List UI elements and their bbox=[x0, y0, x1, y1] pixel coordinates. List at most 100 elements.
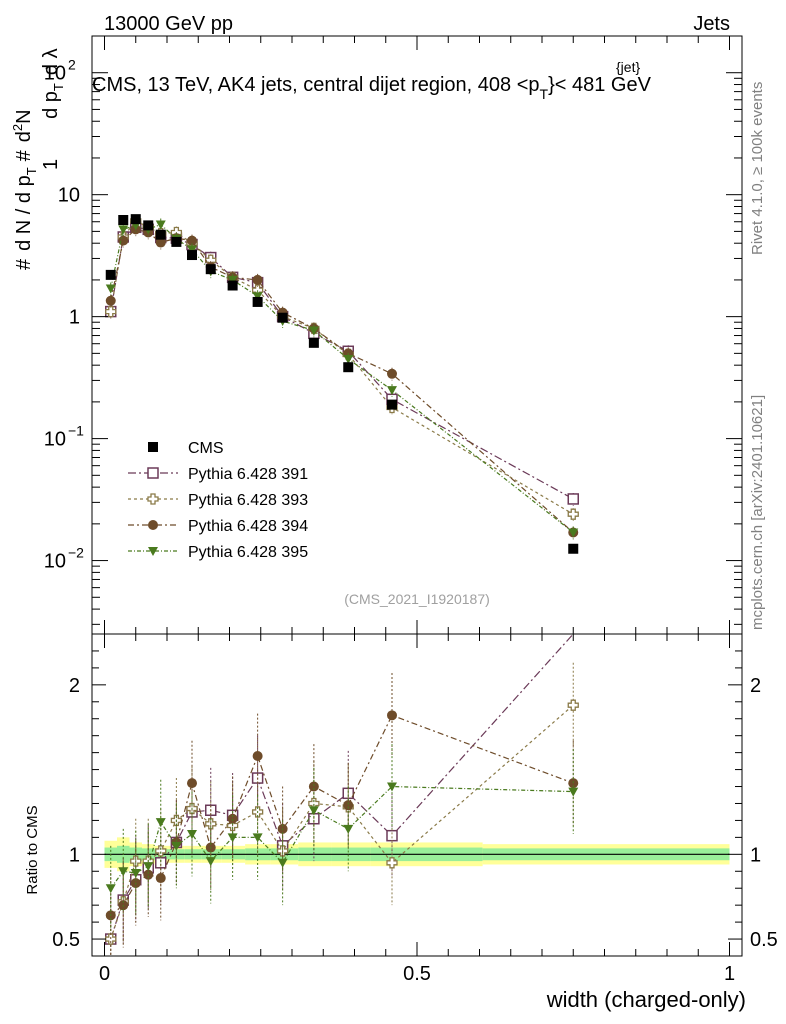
data-point-pythia-6-428-391 bbox=[567, 493, 579, 505]
ratio-point-pythia-6-428-395 bbox=[105, 884, 116, 894]
data-point-pythia-6-428-394 bbox=[105, 295, 116, 306]
data-point-cms bbox=[205, 264, 216, 275]
ratio-point-pythia-6-428-394 bbox=[387, 710, 397, 721]
data-point-cms bbox=[252, 296, 263, 307]
ratio-y-tick-label: 0.5 bbox=[52, 929, 80, 951]
data-point-pythia-6-428-394 bbox=[187, 235, 197, 246]
data-point-pythia-6-428-395 bbox=[308, 326, 319, 336]
header-right: Jets bbox=[693, 13, 730, 35]
ratio-point-pythia-6-428-395 bbox=[387, 782, 397, 792]
data-point-cms bbox=[171, 236, 182, 247]
chart-title-end: }< 481 GeV bbox=[548, 74, 652, 96]
data-point-pythia-6-428-395 bbox=[155, 220, 166, 230]
y-tick-label: 10 bbox=[58, 185, 80, 207]
ratio-point-pythia-6-428-395 bbox=[227, 833, 238, 843]
ratio-line-pythia-6-428-391 bbox=[110, 633, 574, 940]
data-point-pythia-6-428-395 bbox=[387, 386, 397, 396]
ratio-point-pythia-6-428-394 bbox=[143, 869, 154, 880]
ratio-y-tick-label: 2 bbox=[69, 675, 80, 697]
ratio-point-pythia-6-428-395 bbox=[568, 787, 579, 797]
ratio-point-pythia-6-428-395 bbox=[155, 818, 166, 828]
data-point-cms bbox=[568, 543, 579, 554]
data-point-pythia-6-428-395 bbox=[227, 275, 238, 285]
data-point-cms bbox=[343, 362, 354, 373]
main-line-pythia-6-428-394 bbox=[110, 228, 574, 533]
ratio-point-pythia-6-428-393 bbox=[155, 845, 167, 857]
x-tick-label: 1 bbox=[724, 963, 735, 985]
legend-label-pythia-6-428-395: Pythia 6.428 395 bbox=[188, 544, 308, 561]
ratio-y-tick-label: 1 bbox=[69, 844, 80, 866]
data-point-pythia-6-428-395 bbox=[568, 528, 579, 538]
y-tick-label: 1 bbox=[69, 307, 80, 329]
ratio-panel-series bbox=[105, 633, 579, 956]
ratio-point-pythia-6-428-395 bbox=[343, 824, 354, 834]
legend-label-cms: CMS bbox=[188, 440, 224, 457]
header-left: 13000 GeV pp bbox=[104, 13, 233, 35]
data-point-cms bbox=[105, 269, 116, 280]
ratio-point-pythia-6-428-395 bbox=[252, 833, 263, 843]
data-point-cms bbox=[155, 229, 166, 240]
rivet-version-text: Rivet 4.1.0, ≥ 100k events bbox=[749, 82, 766, 255]
ratio-y-tick-label-right: 2 bbox=[750, 675, 761, 697]
x-tick-label: 0 bbox=[99, 963, 110, 985]
chart-title-sub: T bbox=[540, 86, 549, 102]
analysis-id: (CMS_2021_I1920187) bbox=[344, 591, 490, 607]
legend-marker-cms bbox=[148, 442, 158, 452]
ratio-point-pythia-6-428-394 bbox=[308, 781, 319, 792]
ratio-point-pythia-6-428-395 bbox=[308, 806, 319, 816]
chart-title: CMS, 13 TeV, AK4 jets, central dijet reg… bbox=[92, 74, 652, 102]
y-tick-label: 10 bbox=[44, 63, 66, 85]
data-point-cms bbox=[227, 280, 238, 291]
ratio-point-pythia-6-428-395 bbox=[205, 857, 216, 867]
data-point-pythia-6-428-395 bbox=[118, 225, 129, 235]
ratio-point-pythia-6-428-391 bbox=[386, 829, 398, 842]
y-tick-label: 10 bbox=[44, 429, 66, 451]
y-axis-label-main: #d N / d pT#d2N bbox=[10, 109, 39, 270]
data-point-cms bbox=[187, 250, 197, 261]
y-tick-label: 10 bbox=[44, 551, 66, 573]
main-panel-series bbox=[105, 214, 579, 554]
data-point-pythia-6-428-393 bbox=[567, 508, 579, 520]
ratio-line-pythia-6-428-394 bbox=[110, 714, 574, 916]
y-tick-exponent: 2 bbox=[68, 57, 76, 73]
data-point-cms bbox=[308, 337, 319, 348]
data-point-pythia-6-428-394 bbox=[387, 368, 397, 379]
legend-marker-pythia-6-428-391 bbox=[147, 467, 159, 479]
ratio-point-pythia-6-428-394 bbox=[155, 873, 166, 884]
ratio-point-pythia-6-428-394 bbox=[252, 751, 263, 762]
ratio-y-tick-label-right: 0.5 bbox=[750, 929, 778, 951]
legend-marker-pythia-6-428-393 bbox=[147, 493, 159, 505]
chart-title-main: CMS, 13 TeV, AK4 jets, central dijet reg… bbox=[92, 74, 540, 96]
main-line-pythia-6-428-393 bbox=[110, 220, 574, 515]
y-axis-label-main-2: 1d pTd λ bbox=[40, 48, 66, 170]
legend-marker-pythia-6-428-394 bbox=[148, 520, 158, 530]
ratio-point-pythia-6-428-394 bbox=[227, 813, 238, 824]
data-point-cms bbox=[387, 399, 397, 410]
ratio-point-pythia-6-428-395 bbox=[187, 829, 197, 839]
y-tick-exponent: −1 bbox=[68, 423, 84, 439]
ratio-point-pythia-6-428-393 bbox=[105, 933, 117, 945]
main-line-pythia-6-428-395 bbox=[110, 223, 574, 533]
legend: CMS Pythia 6.428 391 Pythia 6.428 393 Pythi… bbox=[128, 440, 308, 561]
data-point-pythia-6-428-394 bbox=[252, 274, 263, 285]
y-axis-label-ratio: Ratio to CMS bbox=[24, 805, 41, 894]
data-point-pythia-6-428-395 bbox=[343, 354, 354, 364]
data-point-cms bbox=[143, 220, 154, 231]
x-tick-label: 0.5 bbox=[403, 963, 431, 985]
data-point-pythia-6-428-393 bbox=[105, 305, 117, 318]
legend-label-pythia-6-428-394: Pythia 6.428 394 bbox=[188, 518, 308, 535]
legend-marker-pythia-6-428-395 bbox=[148, 547, 158, 556]
y-tick-exponent: −2 bbox=[68, 545, 84, 561]
data-point-cms bbox=[118, 214, 129, 225]
ratio-y-tick-label-right: 1 bbox=[750, 844, 761, 866]
ratio-point-pythia-6-428-395 bbox=[118, 867, 129, 877]
data-point-pythia-6-428-395 bbox=[252, 292, 263, 302]
legend-label-pythia-6-428-393: Pythia 6.428 393 bbox=[188, 492, 308, 509]
legend-label-pythia-6-428-391: Pythia 6.428 391 bbox=[188, 466, 308, 483]
mcplots-text: mcplots.cern.ch [arXiv:2401.10621] bbox=[749, 395, 766, 630]
ratio-point-pythia-6-428-393 bbox=[386, 857, 398, 869]
main-line-pythia-6-428-391 bbox=[110, 226, 574, 500]
data-point-pythia-6-428-394 bbox=[155, 237, 166, 248]
ratio-point-pythia-6-428-394 bbox=[187, 778, 197, 789]
